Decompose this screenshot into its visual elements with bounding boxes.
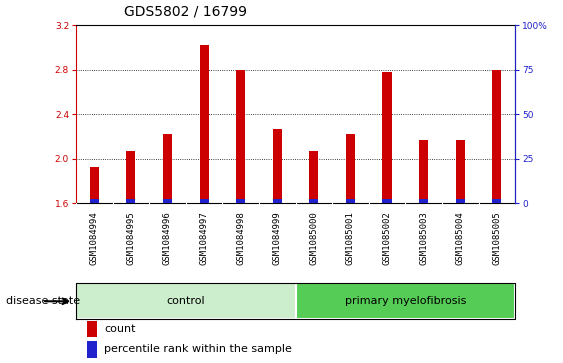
Text: GSM1085001: GSM1085001 — [346, 211, 355, 265]
Bar — [309, 199, 319, 203]
Bar — [455, 199, 465, 203]
Bar — [309, 151, 319, 203]
Text: GSM1084999: GSM1084999 — [273, 211, 282, 265]
Bar — [455, 140, 465, 203]
Bar — [346, 199, 355, 203]
Text: GSM1084997: GSM1084997 — [200, 211, 208, 265]
Bar — [236, 199, 245, 203]
Bar — [346, 134, 355, 203]
Bar — [126, 199, 136, 203]
Text: GSM1085000: GSM1085000 — [310, 211, 318, 265]
Bar — [90, 167, 99, 203]
Text: GSM1085004: GSM1085004 — [456, 211, 464, 265]
Bar — [272, 129, 282, 203]
Text: count: count — [104, 323, 136, 334]
Text: GDS5802 / 16799: GDS5802 / 16799 — [124, 4, 247, 18]
Text: GSM1085003: GSM1085003 — [419, 211, 428, 265]
Text: disease state: disease state — [6, 296, 80, 306]
Text: GSM1085005: GSM1085005 — [493, 211, 501, 265]
Bar — [419, 199, 428, 203]
Text: GSM1084995: GSM1084995 — [127, 211, 135, 265]
Bar — [492, 70, 502, 203]
Text: primary myelofibrosis: primary myelofibrosis — [345, 296, 466, 306]
Bar — [199, 45, 209, 203]
Bar — [163, 199, 172, 203]
Bar — [76, 283, 296, 319]
Bar — [199, 199, 209, 203]
Text: GSM1084998: GSM1084998 — [236, 211, 245, 265]
Bar — [272, 199, 282, 203]
Text: control: control — [167, 296, 205, 306]
Bar — [296, 283, 515, 319]
Bar — [236, 70, 245, 203]
Bar — [492, 199, 502, 203]
Text: percentile rank within the sample: percentile rank within the sample — [104, 344, 292, 354]
Bar — [382, 72, 392, 203]
Text: GSM1084994: GSM1084994 — [90, 211, 99, 265]
Text: GSM1085002: GSM1085002 — [383, 211, 391, 265]
Bar — [163, 134, 172, 203]
Text: GSM1084996: GSM1084996 — [163, 211, 172, 265]
Bar — [419, 140, 428, 203]
Bar — [90, 199, 99, 203]
Bar — [382, 199, 392, 203]
Bar — [126, 151, 136, 203]
